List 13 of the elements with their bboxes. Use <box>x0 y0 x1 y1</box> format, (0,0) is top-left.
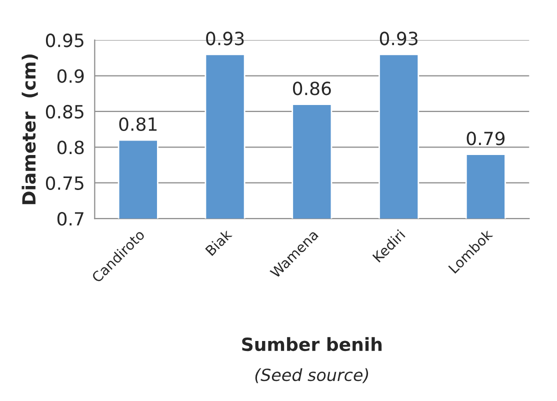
y-axis-title: Diameter (cm) <box>22 54 38 204</box>
y-tick-label: 0.75 <box>46 176 84 190</box>
y-tick-label: 0.95 <box>46 34 84 48</box>
data-label: 0.93 <box>206 32 244 46</box>
y-tick-label: 0.85 <box>46 104 84 119</box>
y-tick-label: 0.7 <box>57 212 84 226</box>
y-tick-label: 0.9 <box>57 69 84 83</box>
data-label: 0.86 <box>293 82 331 96</box>
y-tick-label: 0.8 <box>57 140 84 154</box>
x-axis-title: Sumber benih (Seed source) <box>242 337 382 384</box>
data-label: 0.79 <box>466 132 505 146</box>
data-label: 0.93 <box>380 32 418 46</box>
data-label: 0.81 <box>119 117 157 131</box>
